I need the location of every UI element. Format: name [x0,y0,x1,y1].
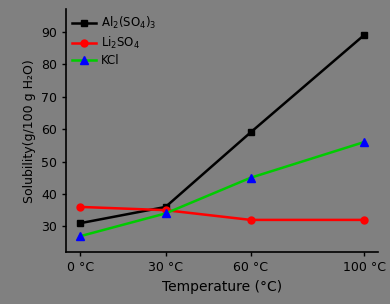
Y-axis label: Solubility(g/100 g H₂O): Solubility(g/100 g H₂O) [23,59,36,202]
X-axis label: Temperature (°C): Temperature (°C) [162,280,282,294]
Legend: Al$_2$(SO$_4$)$_3$, Li$_2$SO$_4$, KCl: Al$_2$(SO$_4$)$_3$, Li$_2$SO$_4$, KCl [70,13,158,70]
